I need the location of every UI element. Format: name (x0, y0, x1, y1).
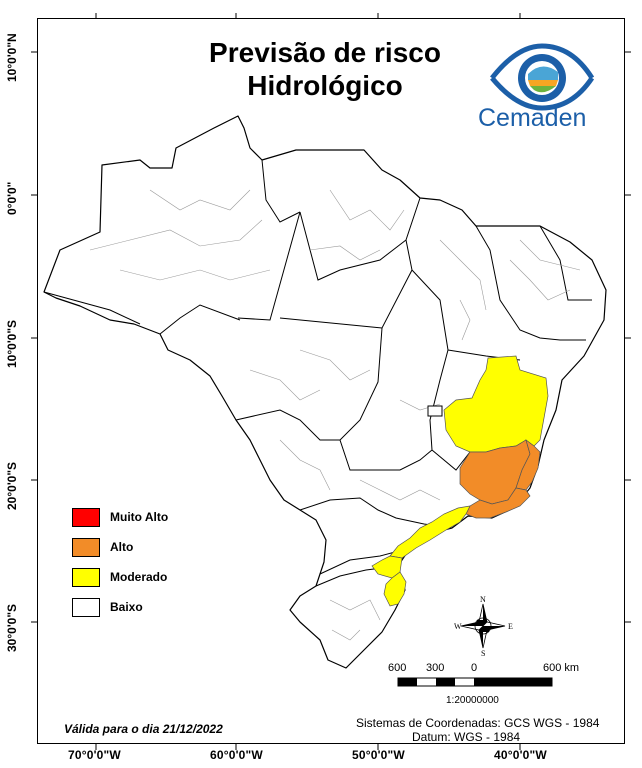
scale-label: 600 km (543, 662, 580, 674)
legend-swatch (72, 508, 100, 527)
coordinate-system: Sistemas de Coordenadas: GCS WGS - 1984 (356, 716, 600, 730)
region-sao-paulo-coast-moderado (389, 505, 471, 559)
longitude-label: 40°0'0"W (494, 748, 547, 762)
compass-east: E (508, 622, 513, 631)
legend-swatch (72, 598, 100, 617)
region-santa-catarina-coast-moderado (383, 571, 407, 607)
compass-rose (460, 603, 506, 649)
region-parana-coast-moderado (371, 555, 403, 579)
region-rio-de-janeiro-alto (465, 487, 531, 519)
latitude-label: 10°0'0"N (5, 33, 19, 82)
legend-label: Moderado (110, 570, 168, 584)
compass-west: W (454, 622, 462, 631)
title-line-2: Hidrológico (247, 70, 403, 101)
longitude-label: 50°0'0"W (352, 748, 405, 762)
title-line-1: Previsão de risco (209, 37, 441, 68)
logo-text: Cemaden (478, 104, 587, 132)
validity-date: Válida para o dia 21/12/2022 (64, 722, 223, 736)
compass-north: N (480, 595, 486, 604)
longitude-label: 60°0'0"W (210, 748, 263, 762)
latitude-label: 30°0'0"S (5, 603, 19, 652)
latitude-label: 20°0'0"S (5, 461, 19, 510)
scale-label: 600 (388, 662, 407, 674)
map-title: Previsão de risco Hidrológico (140, 36, 510, 102)
risk-areas (371, 355, 549, 607)
region-espirito-santo-alto (515, 439, 541, 491)
scale-bar (397, 677, 553, 687)
scale-label: 0 (471, 662, 478, 674)
eye-logo-icon (490, 43, 595, 111)
mesoregion-borders (89, 189, 581, 641)
latitude-label: 10°0'0"S (5, 319, 19, 368)
compass-south: S (481, 649, 486, 658)
legend-swatch (72, 568, 100, 587)
latitude-label: 0°0'0" (5, 181, 19, 215)
legend-swatch (72, 538, 100, 557)
distrito-federal (427, 405, 443, 417)
legend-label: Alto (110, 540, 134, 554)
scale-label: 300 (426, 662, 445, 674)
graticule-ticks (31, 13, 631, 750)
longitude-label: 70°0'0"W (68, 748, 121, 762)
legend-label: Muito Alto (110, 510, 169, 524)
datum: Datum: WGS - 1984 (412, 730, 521, 744)
scale-ratio: 1:20000000 (446, 695, 499, 706)
legend-label: Baixo (110, 600, 143, 614)
